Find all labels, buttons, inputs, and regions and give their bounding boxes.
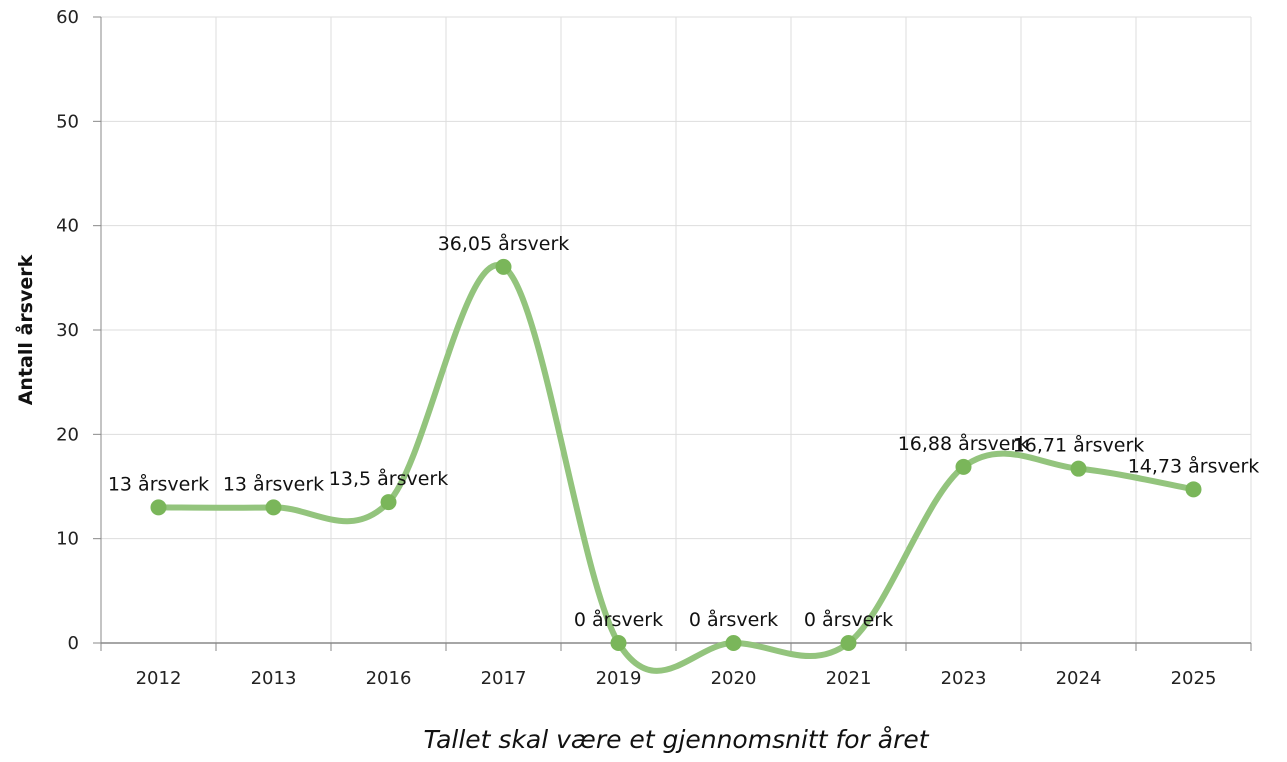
data-point-marker — [1185, 481, 1202, 498]
data-label: 13,5 årsverk — [329, 467, 448, 490]
y-tick-label: 50 — [56, 111, 79, 132]
x-tick-label: 2019 — [596, 668, 642, 689]
data-label: 13 årsverk — [223, 472, 324, 495]
data-label: 16,88 årsverk — [898, 432, 1030, 455]
x-tick-label: 2021 — [826, 668, 872, 689]
data-label: 0 årsverk — [689, 608, 778, 631]
data-point-marker — [150, 499, 167, 516]
x-axis-title: Tallet skal være et gjennomsnitt for åre… — [423, 725, 929, 754]
data-label: 13 årsverk — [108, 472, 209, 495]
x-tick-label: 2025 — [1171, 668, 1217, 689]
y-tick-label: 60 — [56, 7, 79, 28]
data-point-marker — [955, 458, 972, 475]
y-tick-label: 10 — [56, 529, 79, 550]
data-label: 16,71 årsverk — [1013, 434, 1145, 457]
data-point-marker — [495, 258, 512, 275]
x-tick-label: 2020 — [711, 668, 757, 689]
x-tick-label: 2013 — [251, 668, 297, 689]
data-point-marker — [1070, 460, 1087, 477]
y-tick-label: 0 — [68, 633, 79, 654]
grid-layer — [101, 16, 1252, 643]
x-tick-label: 2017 — [481, 668, 527, 689]
x-tick-label: 2012 — [136, 668, 182, 689]
data-point-marker — [840, 635, 857, 651]
data-point-marker — [380, 494, 397, 511]
y-tick-label: 30 — [56, 320, 79, 341]
data-point-marker — [265, 499, 282, 516]
series-layer — [150, 258, 1202, 674]
data-point-marker — [610, 635, 627, 651]
data-point-marker — [725, 635, 742, 651]
x-tick-label: 2023 — [941, 668, 987, 689]
data-label: 0 årsverk — [574, 608, 663, 631]
axis-layer: 0 10 20 30 40 50 60 2012 2013 2016 2017 2019 2020 202… — [56, 7, 1252, 689]
y-tick-label: 20 — [56, 424, 79, 445]
data-label: 36,05 årsverk — [438, 232, 570, 255]
y-tick-label: 40 — [56, 216, 79, 237]
x-tick-label: 2016 — [366, 668, 412, 689]
data-label: 14,73 årsverk — [1128, 454, 1260, 477]
data-label: 0 årsverk — [804, 608, 893, 631]
x-tick-label: 2024 — [1056, 668, 1102, 689]
y-axis-title: Antall årsverk — [13, 254, 37, 405]
